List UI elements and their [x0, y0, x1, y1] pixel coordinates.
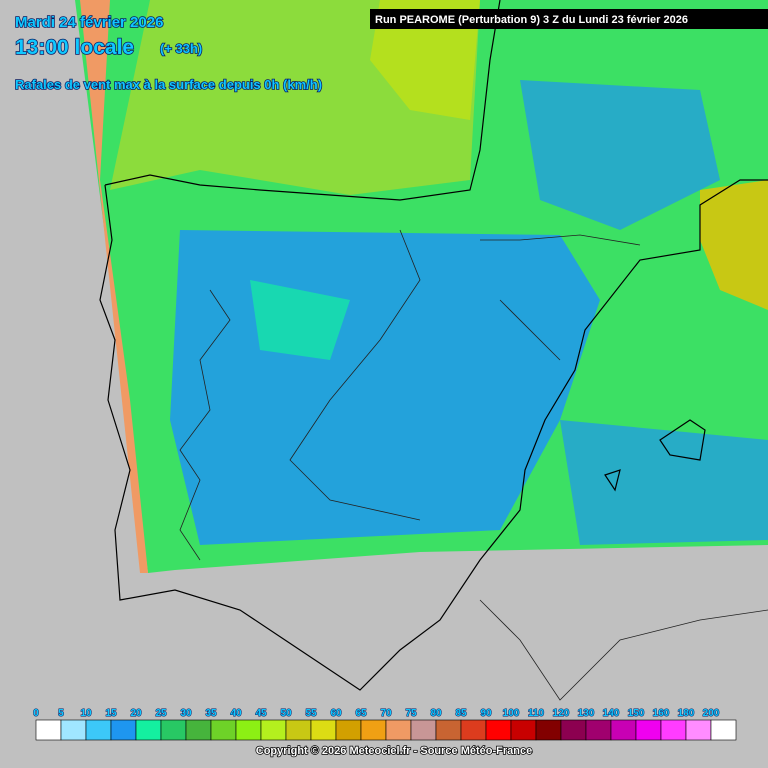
legend-swatch [635, 719, 662, 741]
legend-swatch [160, 719, 187, 741]
legend-label: 10 [80, 708, 92, 719]
legend-label: 150 [628, 708, 645, 719]
legend-label: 60 [330, 708, 342, 719]
legend-label: 25 [155, 708, 167, 719]
legend-label: 75 [405, 708, 417, 719]
copyright: Copyright © 2026 Meteociel.fr - Source M… [256, 745, 532, 757]
legend-label: 45 [255, 708, 267, 719]
gust-zone [700, 180, 768, 310]
legend-label: 30 [180, 708, 192, 719]
sea-zone [370, 0, 480, 120]
legend-swatch [610, 719, 637, 741]
legend-swatch [435, 719, 462, 741]
sea-zone [560, 420, 768, 545]
legend-label: 50 [280, 708, 292, 719]
legend-label: 90 [480, 708, 492, 719]
legend-swatch [85, 719, 112, 741]
legend-swatch [535, 719, 562, 741]
legend-label: 120 [553, 708, 570, 719]
legend-label: 140 [603, 708, 620, 719]
legend-label: 100 [503, 708, 520, 719]
legend-label: 20 [130, 708, 142, 719]
legend-swatch [360, 719, 387, 741]
legend-swatch [710, 719, 737, 741]
lead-time: (+ 33h) [160, 41, 202, 56]
legend-label: 0 [33, 708, 39, 719]
date: Mardi 24 février 2026 [15, 14, 163, 31]
run-box [370, 9, 768, 29]
legend-swatch [510, 719, 537, 741]
legend-label: 110 [528, 708, 545, 719]
legend-swatch [235, 719, 262, 741]
legend-swatch [685, 719, 712, 741]
legend-swatch [485, 719, 512, 741]
legend-label: 5 [58, 708, 64, 719]
legend-swatch [310, 719, 337, 741]
land-zone [250, 280, 350, 360]
gust-zone [80, 0, 148, 573]
time: 13:00 locale [15, 36, 134, 59]
legend-swatch [285, 719, 312, 741]
legend-label: 70 [380, 708, 392, 719]
legend-swatch [410, 719, 437, 741]
legend-label: 180 [678, 708, 695, 719]
legend-label: 55 [305, 708, 317, 719]
legend-swatch [210, 719, 237, 741]
legend-swatch [110, 719, 137, 741]
legend-swatch [585, 719, 612, 741]
legend-label: 200 [703, 708, 720, 719]
land-zone [520, 80, 720, 230]
legend-label: 15 [105, 708, 117, 719]
legend-swatch [135, 719, 162, 741]
legend-label: 65 [355, 708, 367, 719]
legend-swatch [385, 719, 412, 741]
legend-label: 160 [653, 708, 670, 719]
subtitle: Rafales de vent max à la surface depuis … [15, 77, 322, 92]
legend-swatch [460, 719, 487, 741]
legend-swatch [560, 719, 587, 741]
legend-label: 80 [430, 708, 442, 719]
legend-swatch [660, 719, 687, 741]
legend-label: 130 [578, 708, 595, 719]
legend-label: 40 [230, 708, 242, 719]
legend-label: 35 [205, 708, 217, 719]
legend-swatch [260, 719, 287, 741]
island [604, 419, 706, 492]
coastline [99, 0, 768, 691]
legend-swatch [335, 719, 362, 741]
borders [179, 229, 768, 701]
legend-swatch [185, 719, 212, 741]
legend-swatch [35, 719, 62, 741]
run-info: Run PEAROME (Perturbation 9) 3 Z du Lund… [375, 14, 688, 26]
legend-label: 85 [455, 708, 467, 719]
legend-swatch [60, 719, 87, 741]
